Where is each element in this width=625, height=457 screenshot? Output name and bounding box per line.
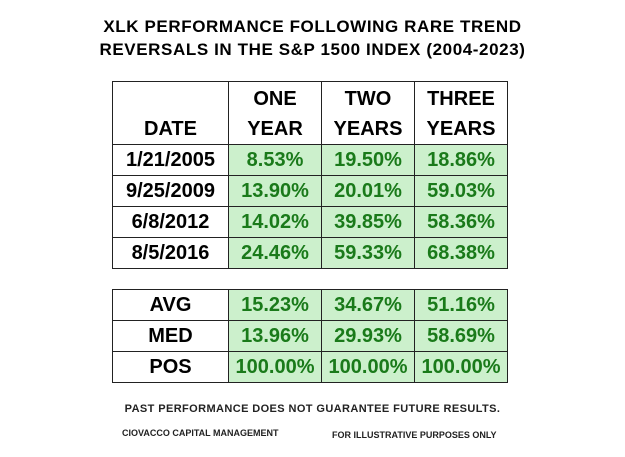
title-line-2: REVERSALS IN THE S&P 1500 INDEX (2004-20…	[99, 40, 526, 59]
row-two-years-value: 19.50%	[321, 144, 415, 176]
summary-row-pos: POS 100.00% 100.00% 100.00%	[112, 351, 508, 383]
row-three-years-value: 58.36%	[414, 206, 508, 238]
header-one-year-line1: ONE	[253, 88, 297, 110]
row-one-year-value: 13.90%	[228, 175, 322, 207]
summary-three-years-value: 51.16%	[414, 289, 508, 321]
row-two-years-value: 20.01%	[321, 175, 415, 207]
summary-label: POS	[112, 351, 229, 383]
summary-two-years-value: 29.93%	[321, 320, 415, 352]
performance-table: DATE ONE YEAR TWO YEARS THREE YEARS 1/21…	[112, 81, 508, 269]
row-date: 6/8/2012	[112, 206, 229, 238]
row-one-year-value: 8.53%	[228, 144, 322, 176]
summary-one-year-value: 15.23%	[228, 289, 322, 321]
summary-one-year-value: 13.96%	[228, 320, 322, 352]
summary-table: AVG 15.23% 34.67% 51.16% MED 13.96% 29.9…	[112, 289, 508, 383]
table-row: 6/8/2012 14.02% 39.85% 58.36%	[112, 206, 508, 238]
row-date: 1/21/2005	[112, 144, 229, 176]
row-three-years-value: 59.03%	[414, 175, 508, 207]
header-two-years-line2: YEARS	[333, 118, 403, 140]
header-one-year-line2: YEAR	[247, 118, 303, 140]
summary-row-med: MED 13.96% 29.93% 58.69%	[112, 320, 508, 352]
header-three-years-line1: THREE	[427, 88, 495, 110]
table-row: 8/5/2016 24.46% 59.33% 68.38%	[112, 237, 508, 269]
row-one-year-value: 24.46%	[228, 237, 322, 269]
credit: CIOVACCO CAPITAL MANAGEMENT	[122, 428, 279, 438]
header-two-years-line1: TWO	[344, 88, 392, 110]
header-date: DATE	[112, 81, 229, 145]
row-two-years-value: 59.33%	[321, 237, 415, 269]
row-date: 9/25/2009	[112, 175, 229, 207]
table-row: 9/25/2009 13.90% 20.01% 59.03%	[112, 175, 508, 207]
title-line-1: XLK PERFORMANCE FOLLOWING RARE TREND	[103, 17, 522, 36]
row-two-years-value: 39.85%	[321, 206, 415, 238]
row-three-years-value: 18.86%	[414, 144, 508, 176]
summary-three-years-value: 58.69%	[414, 320, 508, 352]
row-date: 8/5/2016	[112, 237, 229, 269]
disclaimer: PAST PERFORMANCE DOES NOT GUARANTEE FUTU…	[124, 403, 501, 415]
summary-row-avg: AVG 15.23% 34.67% 51.16%	[112, 289, 508, 321]
row-one-year-value: 14.02%	[228, 206, 322, 238]
header-three-years: THREE YEARS	[414, 81, 508, 145]
header-one-year: ONE YEAR	[228, 81, 322, 145]
summary-two-years-value: 100.00%	[321, 351, 415, 383]
illustrative-note: FOR ILLUSTRATIVE PURPOSES ONLY	[332, 430, 497, 440]
header-row: DATE ONE YEAR TWO YEARS THREE YEARS	[112, 81, 508, 145]
table-row: 1/21/2005 8.53% 19.50% 18.86%	[112, 144, 508, 176]
header-two-years: TWO YEARS	[321, 81, 415, 145]
summary-three-years-value: 100.00%	[414, 351, 508, 383]
summary-label: AVG	[112, 289, 229, 321]
summary-two-years-value: 34.67%	[321, 289, 415, 321]
summary-one-year-value: 100.00%	[228, 351, 322, 383]
summary-label: MED	[112, 320, 229, 352]
row-three-years-value: 68.38%	[414, 237, 508, 269]
header-three-years-line2: YEARS	[426, 118, 496, 140]
